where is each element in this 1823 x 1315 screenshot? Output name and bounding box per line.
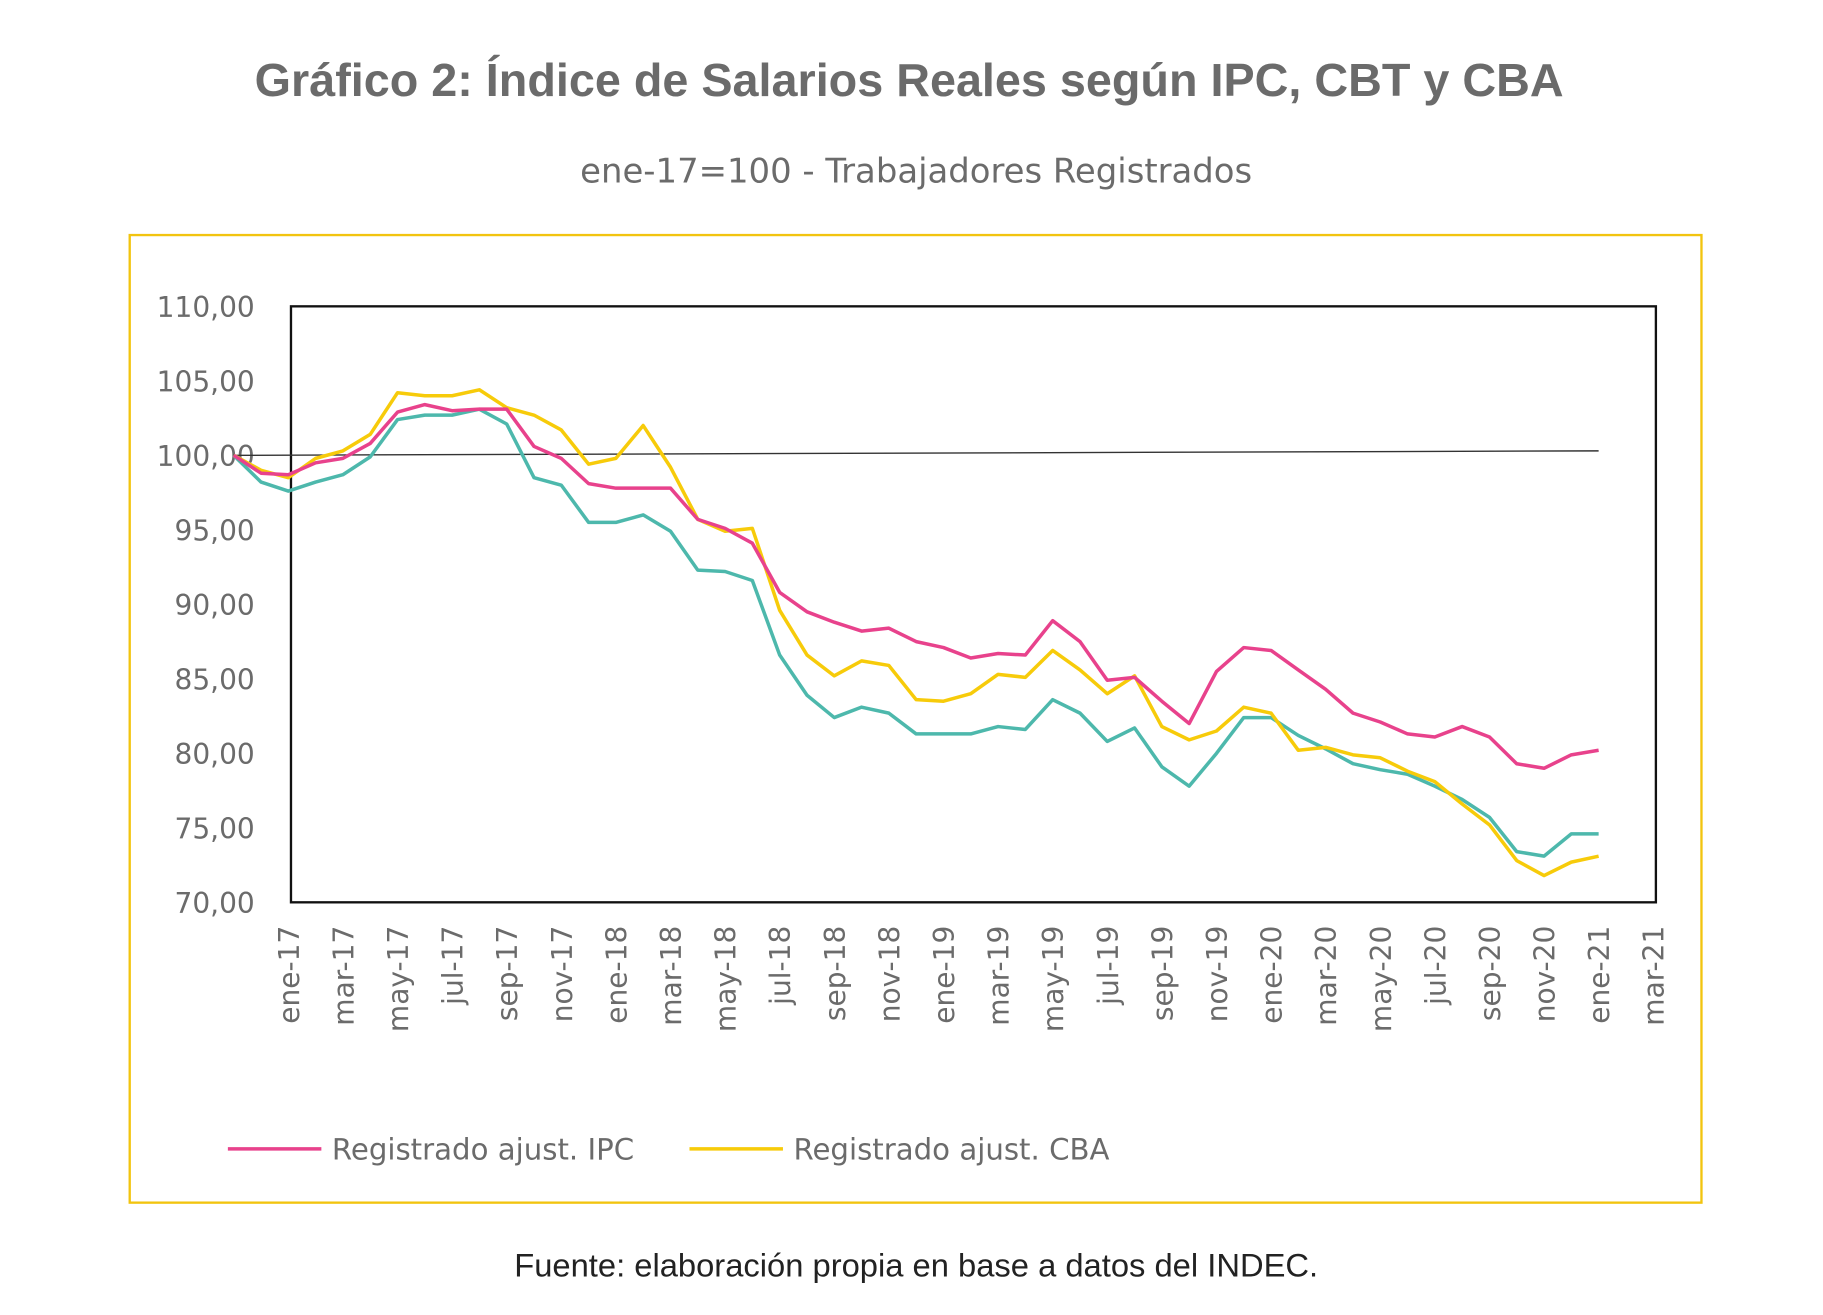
plot-area [289,305,1658,904]
x-tick-label: mar-20 [1310,926,1343,1026]
x-tick-label: nov-19 [1201,926,1234,1023]
x-tick-label: jul-20 [1419,926,1452,1006]
x-tick-label: may-18 [710,926,743,1032]
x-tick-label: sep-19 [1146,926,1179,1021]
y-tick-label: 70,00 [175,887,255,920]
x-tick-label: sep-18 [819,926,852,1021]
x-tick-label: sep-17 [491,926,524,1021]
legend-label: Registrado ajust. CBA [793,1132,1109,1166]
x-tick-label: sep-20 [1474,926,1507,1021]
x-tick-label: may-17 [382,926,415,1032]
x-tick-label: nov-20 [1529,926,1562,1023]
y-tick-label: 95,00 [175,514,255,547]
x-tick-label: ene-21 [1583,926,1616,1024]
x-tick-label: ene-18 [600,926,633,1024]
x-tick-label: jul-19 [1092,926,1125,1006]
legend-label: Registrado ajust. IPC [332,1132,634,1166]
chart-title: Gráfico 2: Índice de Salarios Reales seg… [255,54,1564,106]
x-tick-label: ene-20 [1256,926,1289,1024]
x-tick-label: ene-19 [928,926,961,1024]
x-tick-label: jul-18 [764,926,797,1006]
reference-line [233,450,1599,457]
series-line-cba [232,388,1600,878]
chart-frame [128,233,1703,1204]
legend-item: Registrado ajust. IPC [227,1132,634,1166]
series-line-cbt [232,407,1599,858]
y-tick-label: 105,00 [157,365,255,398]
x-tick-label: mar-18 [655,926,688,1026]
x-tick-label: jul-17 [437,926,470,1006]
y-tick-label: 75,00 [175,812,255,845]
x-tick-label: nov-17 [546,926,579,1023]
series-line-ipc [232,402,1599,771]
y-tick-label: 85,00 [175,663,255,696]
x-tick-label: mar-19 [983,926,1016,1026]
y-tick-label: 100,00 [157,440,255,473]
x-tick-label: ene-17 [273,926,306,1024]
x-tick-label: may-19 [1037,926,1070,1032]
chart-subtitle: ene-17=100 - Trabajadores Registrados [580,151,1252,190]
source-note: Fuente: elaboración propia en base a dat… [514,1246,1318,1283]
legend-item: Registrado ajust. CBA [689,1132,1109,1166]
y-tick-label: 110,00 [157,291,255,324]
y-tick-label: 80,00 [175,738,255,771]
x-tick-label: mar-17 [327,926,360,1026]
x-tick-label: nov-18 [873,926,906,1023]
y-tick-label: 90,00 [175,589,255,622]
x-tick-label: mar-21 [1638,926,1671,1026]
x-tick-label: may-20 [1365,926,1398,1032]
